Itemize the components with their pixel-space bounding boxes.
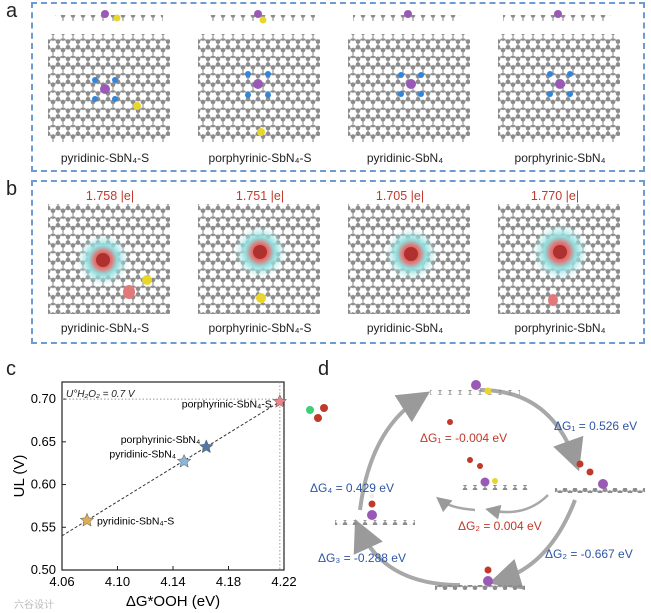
data-point-label: porphyrinic-SbN₄-S: [182, 399, 272, 411]
lattice-3: [348, 34, 470, 142]
charge-label-4: 1.770 |e|: [530, 189, 580, 203]
inner-dg1-label: ΔG₁ = -0.004 eV: [420, 431, 508, 445]
arrow-step-4: [358, 391, 431, 511]
y-tick-label: 0.60: [31, 477, 56, 492]
density-1: [48, 204, 170, 314]
y-tick-label: 0.70: [31, 391, 56, 406]
watermark-text: 六谷设计: [14, 600, 54, 611]
catalyst-left: [335, 493, 415, 525]
density-4: [498, 204, 620, 314]
dg3-label: ΔG₃ = -0.288 eV: [318, 551, 406, 565]
panel-a-label-1: pyridinic-SbN₄-S: [60, 151, 150, 165]
side-view-3: [353, 10, 461, 21]
charge-label-3: 1.705 |e|: [375, 189, 425, 203]
x-tick-label: 4.22: [271, 574, 296, 589]
side-view-1: [55, 10, 163, 22]
data-point-label: pyridinic-SbN₄-S: [97, 515, 174, 527]
arrow-step-3: [353, 519, 461, 587]
charge-label-1: 1.758 |e|: [85, 189, 135, 203]
density-3: [348, 204, 470, 314]
catalyst-right: [555, 460, 645, 493]
panel-a-label-4: porphyrinic-SbN₄: [514, 151, 606, 165]
trend-line: [61, 401, 281, 537]
dg4-label: ΔG₄ = 0.429 eV: [310, 481, 394, 495]
charge-label-2: 1.751 |e|: [235, 189, 285, 203]
lattice-2: [198, 34, 320, 142]
density-2: [198, 204, 320, 314]
h2o2-molecule: [306, 404, 328, 422]
data-point-star: [79, 512, 95, 527]
dg2-label: ΔG₂ = -0.667 eV: [545, 547, 633, 561]
panel-a-box: [31, 2, 645, 172]
arrow-step-2: [488, 499, 577, 590]
inner-dg2-label: ΔG₂ = 0.004 eV: [458, 519, 542, 533]
y-tick-label: 0.55: [31, 519, 56, 534]
panel-a-letter: a: [6, 0, 18, 22]
ul-vs-dg-chart: 4.06 4.10 4.14 4.18 4.22 0.50 0.55 0.60 0.65 0.70…: [11, 381, 297, 610]
lattice-1: [48, 34, 170, 142]
x-tick-label: 4.18: [216, 574, 241, 589]
data-point-star: [198, 439, 214, 454]
panel-d-letter: d: [318, 358, 330, 380]
catalyst-center: [460, 457, 530, 490]
catalyst-top: [430, 380, 520, 395]
panel-a-label-3: pyridinic-SbN₄: [366, 151, 444, 165]
y-tick-label: 0.65: [31, 434, 56, 449]
inner-arrow-1: [485, 494, 549, 520]
panel-b-box: [31, 180, 645, 344]
panel-b-label-2: porphyrinic-SbN₄-S: [208, 321, 312, 335]
side-view-4: [503, 10, 611, 21]
side-view-2: [207, 10, 315, 24]
panel-a-structures: [48, 10, 620, 142]
panel-b-label-4: porphyrinic-SbN₄: [514, 321, 606, 335]
data-point-star: [176, 453, 192, 468]
data-point-star: [272, 394, 288, 408]
data-point-label: pyridinic-SbN₄: [109, 448, 176, 460]
reaction-cycle: [306, 380, 645, 590]
dg1-label: ΔG₁ = 0.526 eV: [554, 419, 638, 433]
data-point-label: porphyrinic-SbN₄: [121, 434, 201, 446]
panel-a-label-2: porphyrinic-SbN₄-S: [208, 151, 312, 165]
x-tick-label: 4.06: [49, 574, 74, 589]
panel-c-letter: c: [6, 358, 16, 380]
catalyst-bottom: [435, 566, 525, 590]
x-tick-label: 4.10: [105, 574, 130, 589]
y-axis-label: UL (V): [11, 455, 28, 498]
panel-b-label-1: pyridinic-SbN₄-S: [60, 321, 150, 335]
panel-b-letter: b: [6, 178, 18, 200]
panel-b-charge-density: [48, 204, 620, 314]
inner-arrow-2: [436, 496, 476, 513]
y-tick-label: 0.50: [31, 562, 56, 577]
reference-annotation: U°H₂O₂ = 0.7 V: [66, 389, 135, 400]
x-tick-label: 4.14: [160, 574, 185, 589]
ooh-molecule: [447, 419, 453, 425]
panel-b-label-3: pyridinic-SbN₄: [366, 321, 444, 335]
lattice-4: [498, 34, 620, 142]
x-axis-label: ΔG*OOH (eV): [126, 593, 220, 610]
